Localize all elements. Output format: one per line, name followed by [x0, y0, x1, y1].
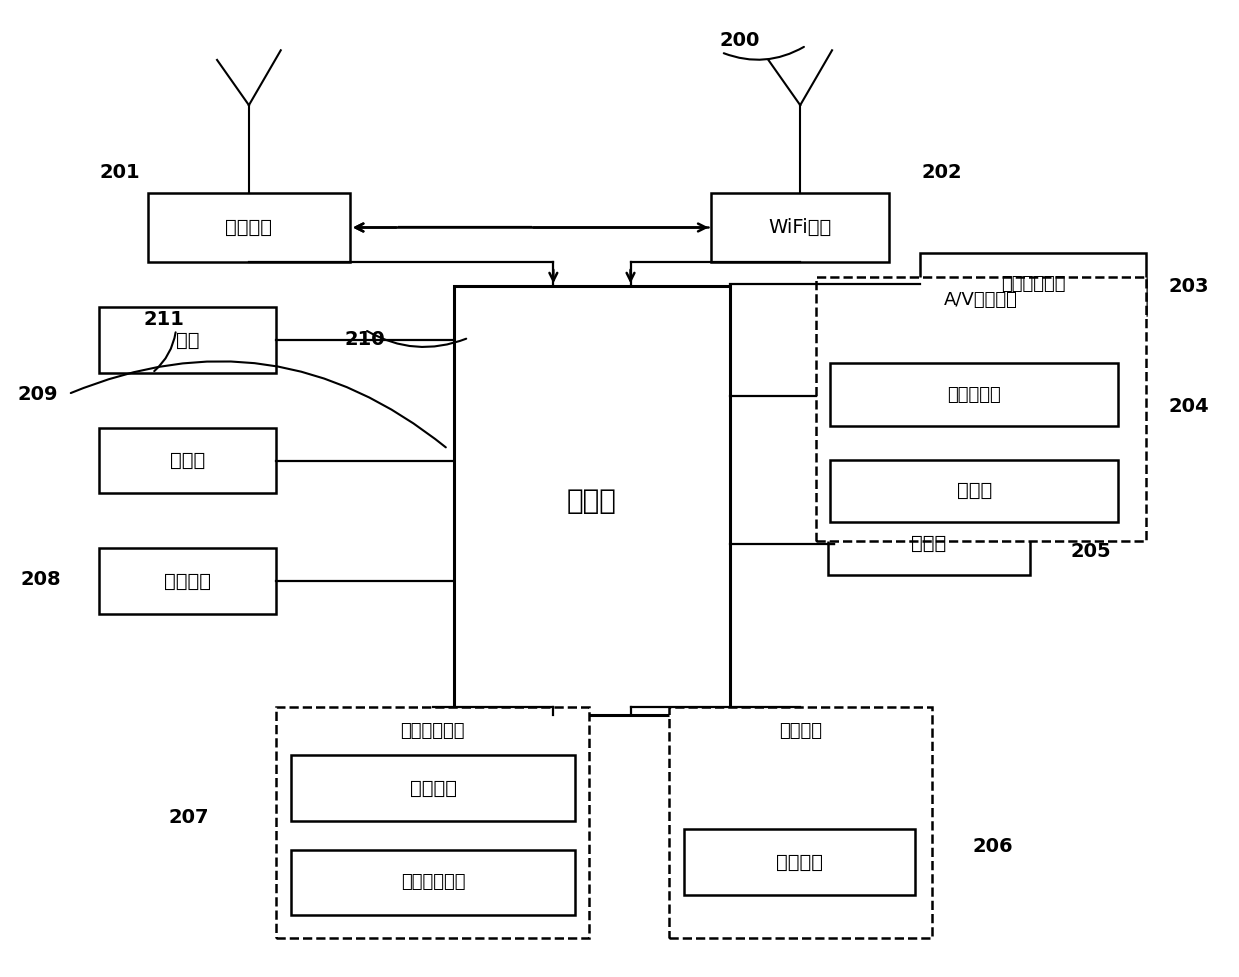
Bar	[830, 459, 1118, 523]
Bar	[919, 252, 1146, 316]
Bar	[291, 850, 575, 915]
Text: 显示单元: 显示单元	[778, 722, 821, 740]
Bar	[815, 276, 1146, 541]
Text: 205: 205	[1070, 541, 1111, 561]
Text: A/V输入单元: A/V输入单元	[944, 291, 1018, 309]
Text: 处理器: 处理器	[567, 487, 617, 515]
Text: 电源: 电源	[176, 330, 199, 350]
Text: 图形处理器: 图形处理器	[948, 386, 1001, 404]
Bar	[99, 428, 276, 493]
Bar	[99, 308, 276, 373]
Text: 207: 207	[169, 808, 208, 828]
Text: 传感器: 传感器	[911, 534, 947, 553]
Bar	[830, 363, 1118, 426]
Bar	[684, 829, 914, 895]
Text: 触控面板: 触控面板	[410, 779, 457, 797]
Text: 201: 201	[99, 163, 140, 182]
Text: 206: 206	[973, 837, 1014, 856]
Bar	[291, 755, 575, 821]
Bar	[711, 192, 890, 262]
Text: 204: 204	[1168, 397, 1209, 416]
Text: 射频单元: 射频单元	[225, 218, 273, 237]
Text: 210: 210	[344, 329, 385, 349]
Text: 显示面板: 显示面板	[776, 853, 823, 871]
Bar	[455, 286, 730, 715]
Text: 202: 202	[922, 163, 961, 182]
Bar	[828, 513, 1030, 575]
Text: 麦克风: 麦克风	[957, 482, 991, 500]
Text: 200: 200	[720, 31, 760, 50]
Text: 接口单元: 接口单元	[164, 572, 211, 590]
Bar	[276, 707, 589, 938]
Text: 203: 203	[1168, 276, 1209, 296]
Text: 音频输出单元: 音频输出单元	[1001, 275, 1066, 293]
Text: 208: 208	[21, 571, 62, 589]
Text: 其他输入设备: 其他输入设备	[401, 873, 466, 891]
Text: 211: 211	[144, 311, 185, 329]
Text: WiFi模块: WiFi模块	[768, 218, 831, 237]
Bar	[147, 192, 349, 262]
Text: 209: 209	[17, 385, 58, 404]
Bar	[669, 707, 932, 938]
Text: 存储器: 存储器	[170, 451, 206, 470]
Text: 用户输入单元: 用户输入单元	[400, 722, 465, 740]
Bar	[99, 548, 276, 614]
